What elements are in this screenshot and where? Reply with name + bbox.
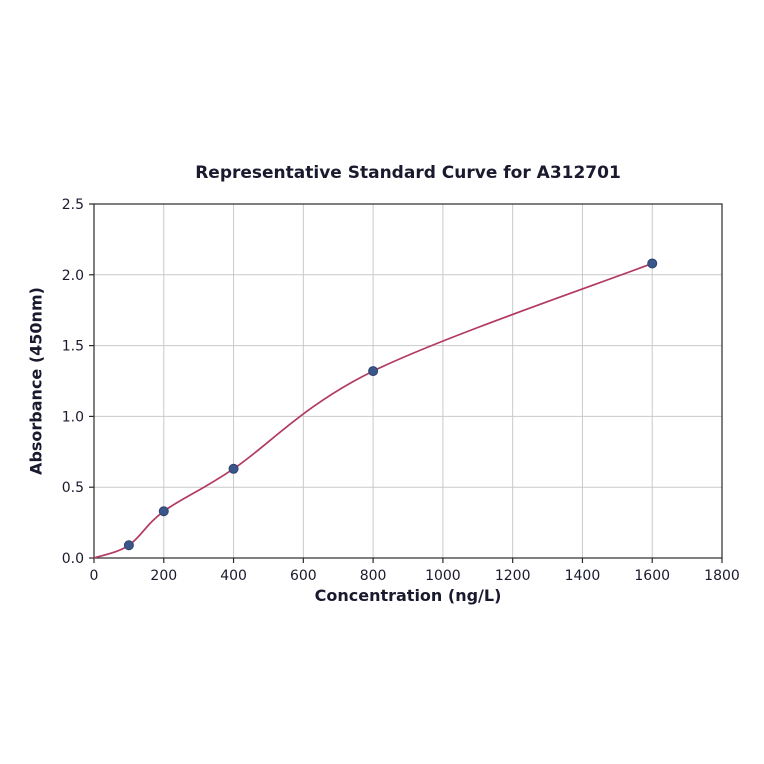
x-tick-label: 600	[290, 568, 317, 584]
data-point	[228, 463, 239, 474]
x-tick-label: 0	[90, 568, 99, 584]
x-tick-label: 800	[360, 568, 387, 584]
x-axis-label: Concentration (ng/L)	[314, 586, 502, 605]
y-tick-label: 2.0	[62, 268, 84, 284]
data-point	[368, 366, 379, 377]
x-tick-label: 1200	[495, 568, 531, 584]
x-tick-label: 200	[150, 568, 177, 584]
chart-title: Representative Standard Curve for A31270…	[195, 163, 621, 183]
y-tick-label: 2.5	[62, 197, 84, 213]
y-tick-label: 1.0	[62, 409, 84, 425]
y-tick-label: 1.5	[62, 339, 84, 355]
data-point	[158, 506, 169, 517]
x-tick-label: 1400	[565, 568, 601, 584]
x-tick-label: 1600	[634, 568, 670, 584]
data-point	[647, 258, 658, 269]
x-tick-label: 1000	[425, 568, 461, 584]
y-tick-label: 0.5	[62, 480, 84, 496]
y-tick-label: 0.0	[62, 551, 84, 567]
data-point	[123, 540, 134, 551]
plot-border	[93, 203, 723, 559]
x-tick-label: 1800	[704, 568, 740, 584]
x-tick-label: 400	[220, 568, 247, 584]
